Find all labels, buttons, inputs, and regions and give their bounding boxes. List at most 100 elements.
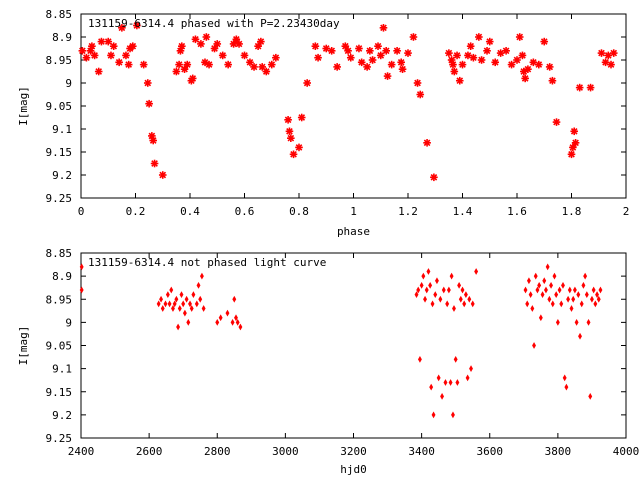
unphased-data-point xyxy=(198,295,203,303)
unphased-data-point xyxy=(583,272,588,280)
unphased-data-point xyxy=(79,263,84,271)
unphased-data-point xyxy=(559,300,564,308)
phased-data-point xyxy=(423,139,431,147)
phased-data-point xyxy=(374,42,382,51)
unphased-data-point xyxy=(431,411,436,419)
phased-data-point xyxy=(224,60,232,69)
phased-y-tick-label: 9.2 xyxy=(52,169,72,182)
unphased-data-point xyxy=(462,300,467,308)
unphased-data-point xyxy=(177,305,182,312)
phased-data-point xyxy=(449,60,457,69)
phased-data-point xyxy=(158,171,167,179)
phased-data-point xyxy=(393,46,401,55)
phased-x-tick-label: 1.6 xyxy=(507,205,527,218)
unphased-data-point xyxy=(171,305,175,312)
phased-data-point xyxy=(515,33,524,41)
unphased-data-point xyxy=(564,383,569,391)
phased-data-point xyxy=(357,58,366,67)
phased-y-tick-label: 8.95 xyxy=(46,54,73,67)
phased-data-point xyxy=(483,46,491,55)
unphased-data-point xyxy=(428,281,433,289)
unphased-data-point xyxy=(448,379,453,386)
phased-data-point xyxy=(475,33,483,41)
unphased-x-axis-label: hjd0 xyxy=(340,463,367,476)
phased-data-point xyxy=(272,53,280,62)
phased-data-point xyxy=(145,99,153,108)
unphased-data-point xyxy=(465,374,470,382)
unphased-data-point xyxy=(184,295,189,303)
unphased-data-point xyxy=(526,277,531,285)
unphased-data-point xyxy=(419,281,424,289)
phased-data-point xyxy=(383,72,392,80)
unphased-data-point xyxy=(455,379,460,386)
phased-data-point xyxy=(148,132,156,140)
phased-x-tick-label: 1.8 xyxy=(562,205,582,218)
unphased-x-tick-labels: 2400 2600 2800 3000 3200 3400 3600 3800 4000 xyxy=(68,445,640,458)
unphased-y-tick-label: 9 xyxy=(65,316,72,329)
phased-data-point xyxy=(586,83,595,92)
phased-data-point xyxy=(521,74,529,83)
phased-x-tick-label: 0.2 xyxy=(126,205,146,218)
unphased-data-point xyxy=(238,323,243,331)
unphased-data-point xyxy=(523,286,528,294)
unphased-x-tick-label: 3200 xyxy=(340,445,367,458)
unphased-data-point xyxy=(433,291,438,299)
phased-data-point xyxy=(477,56,486,64)
unphased-x-tick-label: 2800 xyxy=(204,445,231,458)
unphased-data-point xyxy=(423,295,427,303)
phased-data-point xyxy=(604,51,613,60)
unphased-data-point xyxy=(453,355,458,363)
unphased-y-tick-label: 9.2 xyxy=(52,409,72,422)
unphased-data-point xyxy=(589,295,594,303)
phased-y-axis-label: I[mag] xyxy=(17,86,30,126)
unphased-data-point xyxy=(449,272,454,280)
unphased-data-point xyxy=(429,383,434,391)
unphased-y-tick-label: 9.05 xyxy=(46,340,73,353)
phased-data-point xyxy=(197,40,205,48)
unphased-data-point xyxy=(460,286,465,294)
phased-y-tick-label: 9.05 xyxy=(46,100,73,113)
phased-data-point xyxy=(540,37,549,46)
unphased-x-tick-label: 4000 xyxy=(613,445,640,458)
phased-data-point xyxy=(382,46,391,55)
phased-y-tick-label: 9 xyxy=(65,77,72,90)
phased-data-point xyxy=(607,60,615,69)
phased-data-point xyxy=(534,60,543,69)
unphased-data-point xyxy=(167,300,172,308)
unphased-y-tick-label: 8.95 xyxy=(46,293,73,306)
unphased-data-point xyxy=(578,332,582,340)
phased-data-point xyxy=(267,60,276,69)
unphased-data-point xyxy=(199,272,204,280)
unphased-data-point xyxy=(172,300,177,308)
phased-data-point xyxy=(191,35,200,44)
unphased-data-point xyxy=(554,291,559,299)
unphased-data-point xyxy=(545,263,550,271)
phased-data-point xyxy=(107,51,115,60)
phased-light-curve-panel: 0 0.2 0.4 0.6 0.8 1 1.2 1.4 1.6 1.8 2 8.85 8.9 8.95 9… xyxy=(17,8,629,238)
phased-data-point xyxy=(314,53,322,62)
phased-y-tick-label: 8.85 xyxy=(46,8,73,21)
unphased-data-point xyxy=(547,295,552,303)
unphased-y-tick-label: 9.25 xyxy=(46,432,73,445)
phased-data-point xyxy=(363,63,371,71)
unphased-data-point xyxy=(474,268,479,275)
phased-data-point xyxy=(297,113,306,122)
phased-data-point xyxy=(485,37,494,46)
phased-data-point xyxy=(398,65,407,73)
unphased-data-point xyxy=(232,295,237,303)
phased-y-tick-labels: 8.85 8.9 8.95 9 9.05 9.1 9.15 9.2 9.25 xyxy=(46,8,73,205)
phased-data-point xyxy=(88,42,96,51)
unphased-data-point xyxy=(557,286,562,294)
phased-data-point xyxy=(355,44,363,53)
unphased-data-point xyxy=(571,295,576,303)
unphased-y-tick-label: 8.9 xyxy=(52,270,72,283)
phased-data-point xyxy=(524,65,532,73)
phased-data-point xyxy=(404,49,412,57)
unphased-data-point xyxy=(562,374,567,382)
unphased-axis-ticks xyxy=(80,252,627,439)
phased-data-point xyxy=(109,42,118,51)
phased-data-point xyxy=(303,79,311,87)
phased-data-point xyxy=(366,46,374,55)
